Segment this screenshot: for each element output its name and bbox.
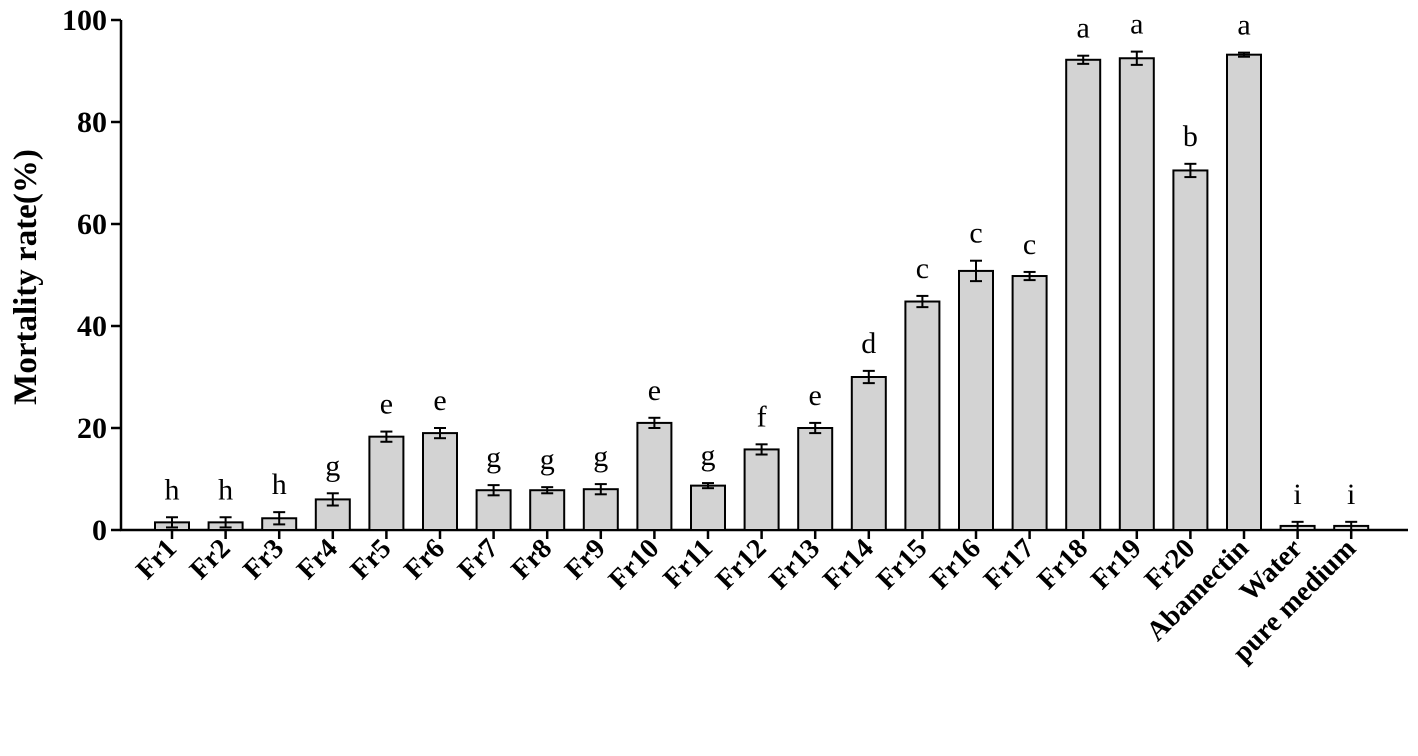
significance-letter: e xyxy=(809,379,822,412)
x-category-label: Fr4 xyxy=(291,533,344,586)
bar xyxy=(797,427,834,531)
bar xyxy=(850,376,887,531)
significance-letter: i xyxy=(1347,478,1355,511)
x-category-label: Fr13 xyxy=(764,533,827,596)
significance-letter: c xyxy=(916,252,929,285)
x-category-label: Fr6 xyxy=(398,533,451,586)
x-category-label: Fr11 xyxy=(657,533,719,595)
y-tick-label: 100 xyxy=(62,4,107,37)
significance-letter: i xyxy=(1293,478,1301,511)
x-category-label: Fr19 xyxy=(1085,533,1148,596)
significance-letter: h xyxy=(218,473,233,506)
bar xyxy=(904,300,941,531)
significance-letter: g xyxy=(701,439,716,472)
x-category-label: Fr1 xyxy=(130,533,183,586)
bar xyxy=(1226,53,1262,532)
bar xyxy=(1172,169,1209,531)
significance-letter: c xyxy=(969,217,982,250)
y-tick-label: 40 xyxy=(77,310,107,343)
bar xyxy=(1011,275,1048,531)
significance-letter: e xyxy=(648,374,661,407)
x-category-label: Fr18 xyxy=(1032,533,1095,596)
x-category-label: Fr16 xyxy=(924,533,987,596)
bar xyxy=(582,488,619,532)
x-category-label: Fr2 xyxy=(184,533,237,586)
significance-letter: g xyxy=(593,440,608,473)
significance-letter: h xyxy=(165,473,180,506)
significance-letter: g xyxy=(540,443,555,476)
x-category-label: Fr14 xyxy=(817,533,880,596)
bar xyxy=(958,269,994,531)
significance-letter: f xyxy=(757,400,767,433)
significance-letter: d xyxy=(861,327,876,360)
bars-group xyxy=(154,50,1370,532)
bar xyxy=(368,435,405,532)
bar xyxy=(1065,58,1102,531)
x-category-label: Fr15 xyxy=(871,533,934,596)
bar xyxy=(743,448,780,532)
bar xyxy=(690,484,726,532)
significance-letter: b xyxy=(1183,120,1198,153)
y-tick-label: 60 xyxy=(77,208,107,241)
significance-letter: a xyxy=(1130,8,1143,41)
significance-letter: a xyxy=(1077,12,1090,45)
x-category-label: Fr12 xyxy=(710,533,773,596)
significance-letter: e xyxy=(380,388,393,421)
bar xyxy=(422,432,458,532)
bar xyxy=(1118,57,1155,531)
bar xyxy=(529,489,566,531)
significance-letter: c xyxy=(1023,228,1036,261)
x-category-label: Fr17 xyxy=(978,533,1041,596)
significance-letter: g xyxy=(325,449,340,482)
y-axis-label: Mortality rate(%) xyxy=(8,149,44,405)
significance-letter: e xyxy=(433,384,446,417)
x-category-label: Fr9 xyxy=(559,533,612,586)
significance-letter: a xyxy=(1237,9,1250,42)
significance-letter: h xyxy=(272,468,287,501)
y-tick-label: 20 xyxy=(77,412,107,445)
significance-letter: g xyxy=(486,441,501,474)
x-category-label: Fr3 xyxy=(237,533,290,586)
x-category-label: Fr5 xyxy=(345,533,398,586)
y-tick-label: 0 xyxy=(92,514,107,547)
y-tick-label: 80 xyxy=(77,106,107,139)
x-category-label: Fr8 xyxy=(505,533,558,586)
x-category-label: Fr7 xyxy=(452,533,505,586)
bar xyxy=(636,421,673,531)
x-category-label: Fr10 xyxy=(603,533,666,596)
